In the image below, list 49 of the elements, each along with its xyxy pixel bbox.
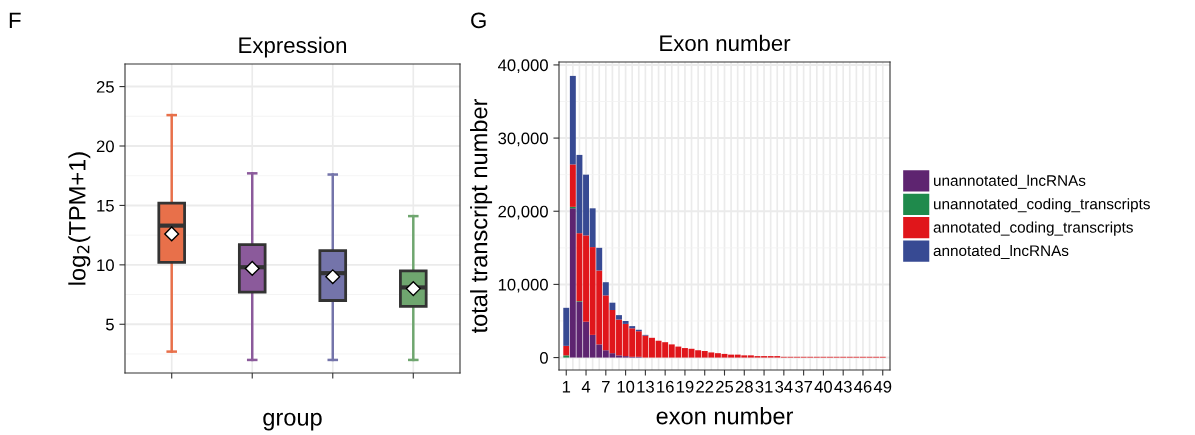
x-tick-label: 25	[716, 380, 734, 393]
y-tick-label: 40,000	[497, 59, 548, 74]
text: F	[9, 12, 21, 28]
bar	[569, 164, 576, 207]
y-tick-label: 30,000	[498, 132, 548, 147]
y-tick-label: 10,000	[498, 278, 548, 293]
x-tick-label: 4	[581, 381, 591, 393]
bar	[602, 282, 609, 296]
bar	[616, 315, 622, 320]
legend-label: annotated_lncRNAs	[933, 244, 1069, 259]
bar	[563, 355, 570, 358]
y-axis-title: total transcript number	[470, 98, 493, 334]
x-tick-label: 37	[794, 380, 813, 393]
x-tick-label: 7	[602, 381, 610, 393]
x-tick-label: 19	[676, 380, 694, 393]
bar	[563, 307, 570, 346]
x-tick-label: 49	[873, 380, 892, 393]
bar	[596, 247, 603, 271]
y-tick-label: 0	[539, 351, 548, 364]
y-tick-label: 10	[97, 259, 114, 272]
text: G	[471, 12, 486, 29]
x-tick-label: 22	[696, 380, 714, 393]
bar	[629, 326, 636, 329]
x-tick-label: 40	[814, 380, 833, 393]
x-tick-label: 1	[562, 381, 571, 393]
y-tick-label: 25	[96, 80, 114, 93]
x-tick-label: 46	[854, 380, 872, 393]
y-tick-label: 20	[96, 140, 114, 153]
x-tick-label: 10	[617, 380, 635, 393]
x-tick-label: 16	[657, 380, 674, 393]
legend-label: unannotated_coding_transcripts	[934, 198, 1150, 213]
x-tick-label: 13	[637, 380, 654, 393]
legend-label: unannotated_lncRNAs	[934, 174, 1086, 189]
legend-label: annotated_coding_transcripts	[933, 221, 1133, 236]
x-axis-title: group	[263, 412, 322, 431]
bar	[609, 302, 616, 311]
x-tick-label: 34	[775, 380, 793, 393]
x-axis-title: exon number	[656, 407, 794, 425]
x-tick-label: 28	[735, 380, 753, 393]
y-tick-label: 5	[105, 318, 114, 331]
y-axis-title: log$_{2}$(TPM+1)	[68, 152, 91, 285]
bar	[563, 345, 570, 356]
x-tick-label: 43	[834, 380, 852, 393]
bar	[622, 320, 629, 324]
chart-title: Expression	[239, 36, 347, 58]
y-tick-label: 20,000	[498, 205, 548, 220]
y-tick-label: 15	[97, 200, 114, 212]
chart-title: Exon number	[660, 34, 791, 52]
x-tick-label: 31	[755, 380, 773, 393]
